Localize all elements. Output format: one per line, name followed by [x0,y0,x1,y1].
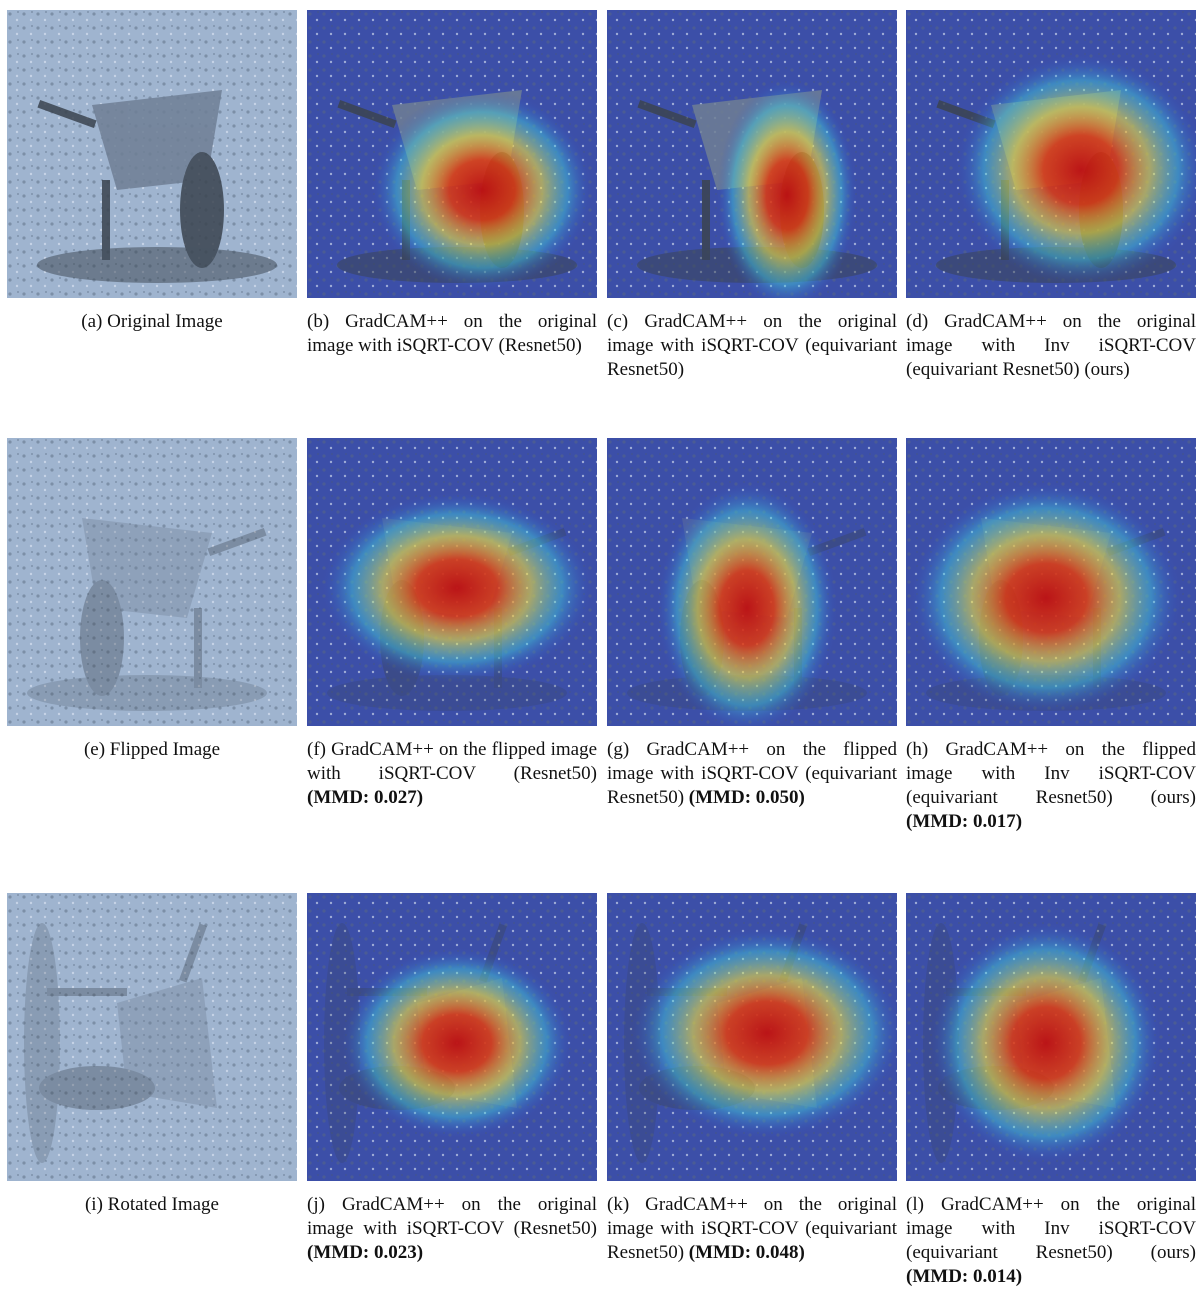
subfigure: (d) GradCAM++ on the original image with… [906,10,1196,382]
caption-metric: (MMD: 0.017) [906,811,1022,832]
caption-label: (i) [85,1194,103,1215]
subfigure: (l) GradCAM++ on the original image with… [906,893,1196,1289]
caption-label: (e) [84,739,105,760]
caption-metric: (MMD: 0.014) [906,1266,1022,1287]
caption-label: (d) [906,311,928,332]
subfigure-image [607,10,897,298]
caption: (h) GradCAM++ on the flipped image with … [906,738,1196,834]
caption-text: GradCAM++ on the original image with iSQ… [307,311,597,356]
caption: (j) GradCAM++ on the original image with… [307,1193,597,1265]
caption-metric: (MMD: 0.048) [689,1242,805,1263]
subfigure: (h) GradCAM++ on the flipped image with … [906,438,1196,834]
caption-text: GradCAM++ on the flipped image with Inv … [906,739,1196,808]
caption-text: Original Image [107,311,223,332]
caption-text: Rotated Image [108,1194,219,1215]
leg [194,608,202,688]
caption-text: Flipped Image [110,739,220,760]
shadow [37,247,277,283]
subfigure-image [607,893,897,1181]
caption-label: (f) [307,739,326,760]
shadow [24,923,60,1163]
subfigure: (g) GradCAM++ on the flipped image with … [607,438,897,810]
subfigure: (a) Original Image [7,10,297,334]
caption-label: (h) [906,739,928,760]
subfigure: (c) GradCAM++ on the original image with… [607,10,897,382]
caption-label: (g) [607,739,629,760]
caption-text: GradCAM++ on the original image with Inv… [906,311,1196,380]
caption-label: (b) [307,311,329,332]
caption-metric: (MMD: 0.023) [307,1242,423,1263]
subfigure: (b) GradCAM++ on the original image with… [307,10,597,358]
subfigure-image [7,893,297,1181]
caption: (g) GradCAM++ on the flipped image with … [607,738,897,810]
subfigure: (j) GradCAM++ on the original image with… [307,893,597,1265]
caption: (a) Original Image [7,310,297,334]
subfigure-image [7,438,297,726]
caption-text: GradCAM++ on the flipped image with iSQR… [307,739,597,784]
caption-metric: (MMD: 0.050) [689,787,805,808]
subfigure: (e) Flipped Image [7,438,297,762]
heatmap [342,948,572,1138]
caption: (i) Rotated Image [7,1193,297,1217]
heatmap [931,923,1161,1163]
heatmap [657,483,837,726]
subfigure: (f) GradCAM++ on the flipped image with … [307,438,597,810]
subfigure-image [607,438,897,726]
caption: (d) GradCAM++ on the original image with… [906,310,1196,382]
leg [47,988,127,996]
leg [102,180,110,260]
heatmap [956,55,1196,285]
caption-label: (a) [81,311,102,332]
leg [702,180,710,260]
shadow [27,675,267,711]
heatmap [911,483,1181,713]
subfigure: (k) GradCAM++ on the original image with… [607,893,897,1265]
heatmap [372,90,592,290]
caption-text: GradCAM++ on the original image with Inv… [906,1194,1196,1263]
caption-metric: (MMD: 0.027) [307,787,423,808]
caption: (k) GradCAM++ on the original image with… [607,1193,897,1265]
subfigure-image [307,438,597,726]
figure: (a) Original Image (b) GradCAM++ on the o… [0,0,1198,1293]
subfigure-image [906,438,1196,726]
caption-label: (c) [607,311,628,332]
caption-text: GradCAM++ on the original image with iSQ… [607,311,897,380]
caption: (f) GradCAM++ on the flipped image with … [307,738,597,810]
subfigure-image [7,10,297,298]
caption: (b) GradCAM++ on the original image with… [307,310,597,358]
caption: (c) GradCAM++ on the original image with… [607,310,897,382]
caption-text: GradCAM++ on the original image with iSQ… [307,1194,597,1239]
heatmap [322,493,592,683]
caption-label: (l) [906,1194,924,1215]
subfigure-image [307,10,597,298]
subfigure: (i) Rotated Image [7,893,297,1217]
caption-label: (j) [307,1194,325,1215]
subfigure-image [906,10,1196,298]
heatmap [632,928,897,1138]
caption-label: (k) [607,1194,629,1215]
caption: (e) Flipped Image [7,738,297,762]
caption: (l) GradCAM++ on the original image with… [906,1193,1196,1289]
subfigure-image [906,893,1196,1181]
subfigure-image [307,893,597,1181]
